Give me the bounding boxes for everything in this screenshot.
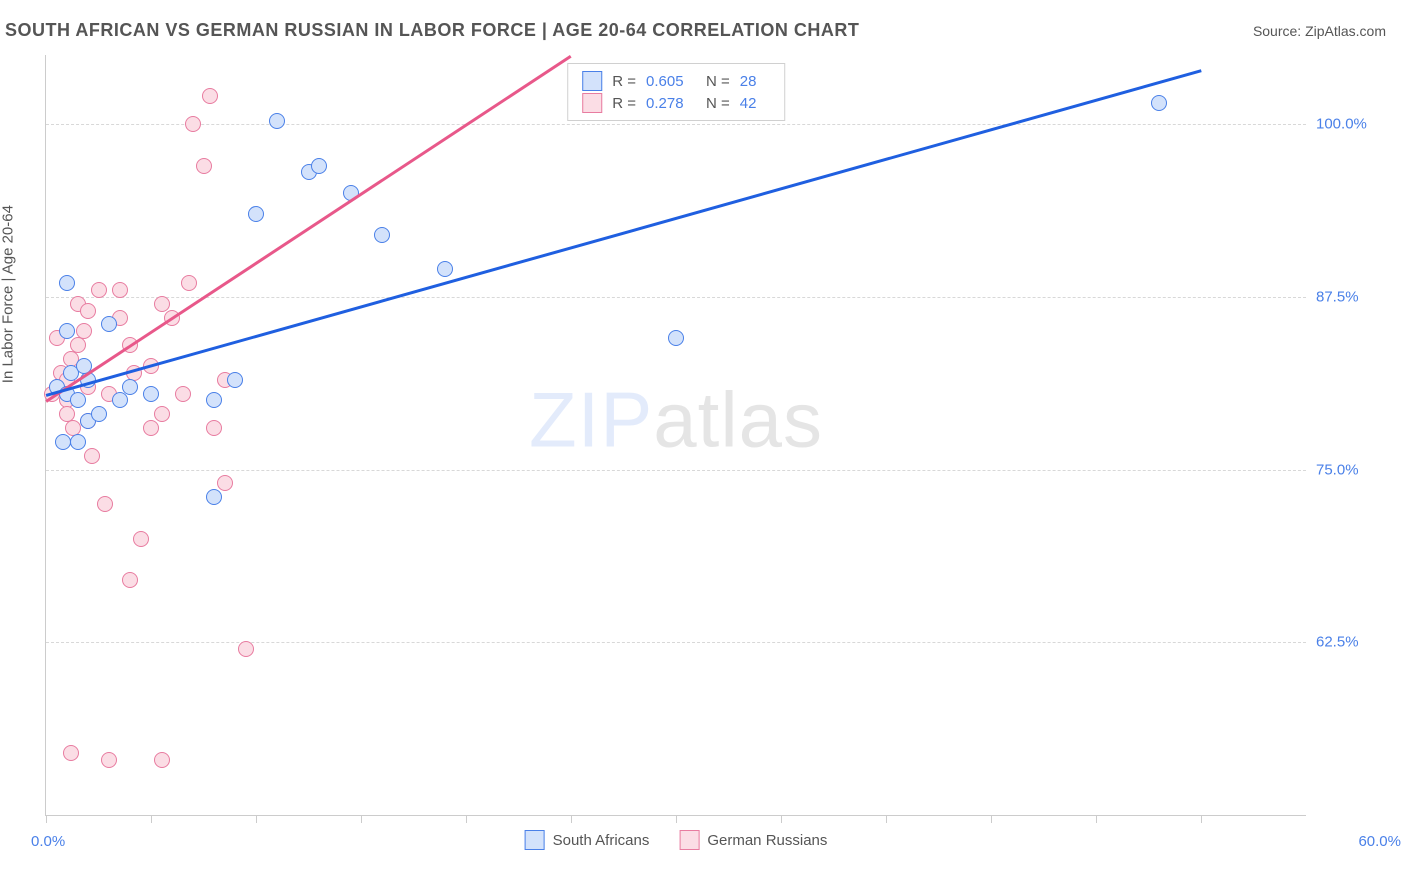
swatch-series-b <box>679 830 699 850</box>
x-tick <box>991 815 992 823</box>
scatter-chart: ZIPatlas R = 0.605 N = 28 R = 0.278 N = … <box>45 55 1306 816</box>
data-point-b <box>154 752 170 768</box>
data-point-a <box>248 206 264 222</box>
data-point-a <box>59 275 75 291</box>
data-point-a <box>59 323 75 339</box>
swatch-series-b <box>582 93 602 113</box>
y-axis-label: In Labor Force | Age 20-64 <box>0 205 17 383</box>
data-point-b <box>133 531 149 547</box>
data-point-a <box>311 158 327 174</box>
n-value-b: 42 <box>740 95 770 112</box>
data-point-b <box>185 116 201 132</box>
n-value-a: 28 <box>740 73 770 90</box>
r-value-b: 0.278 <box>646 95 696 112</box>
data-point-b <box>154 406 170 422</box>
data-point-a <box>143 386 159 402</box>
watermark-zip: ZIP <box>529 375 653 463</box>
x-tick <box>781 815 782 823</box>
data-point-a <box>101 316 117 332</box>
data-point-a <box>374 227 390 243</box>
legend-label-b: German Russians <box>707 832 827 849</box>
chart-header: SOUTH AFRICAN VS GERMAN RUSSIAN IN LABOR… <box>5 20 1386 41</box>
legend-item-a: South Africans <box>525 830 650 850</box>
data-point-b <box>202 88 218 104</box>
correlation-legend: R = 0.605 N = 28 R = 0.278 N = 42 <box>567 63 785 121</box>
data-point-b <box>91 282 107 298</box>
x-tick <box>1096 815 1097 823</box>
r-label: R = <box>612 73 636 90</box>
x-tick <box>466 815 467 823</box>
y-tick-label: 87.5% <box>1316 288 1401 305</box>
trend-line-b <box>45 55 571 403</box>
legend-label-a: South Africans <box>553 832 650 849</box>
legend-item-b: German Russians <box>679 830 827 850</box>
swatch-series-a <box>525 830 545 850</box>
x-tick <box>151 815 152 823</box>
n-label: N = <box>706 73 730 90</box>
x-tick <box>676 815 677 823</box>
data-point-a <box>1151 95 1167 111</box>
data-point-a <box>122 379 138 395</box>
x-tick <box>1201 815 1202 823</box>
data-point-b <box>143 420 159 436</box>
data-point-b <box>122 572 138 588</box>
data-point-a <box>269 113 285 129</box>
data-point-b <box>217 475 233 491</box>
data-point-a <box>668 330 684 346</box>
data-point-b <box>175 386 191 402</box>
data-point-b <box>97 496 113 512</box>
data-point-b <box>101 752 117 768</box>
y-tick-label: 75.0% <box>1316 461 1401 478</box>
watermark: ZIPatlas <box>529 374 823 465</box>
grid-line <box>46 470 1306 471</box>
correlation-row-b: R = 0.278 N = 42 <box>582 92 770 114</box>
x-tick <box>571 815 572 823</box>
series-legend: South Africans German Russians <box>525 830 828 850</box>
x-tick <box>361 815 362 823</box>
data-point-b <box>59 406 75 422</box>
data-point-b <box>76 323 92 339</box>
data-point-a <box>70 434 86 450</box>
data-point-b <box>70 337 86 353</box>
data-point-b <box>84 448 100 464</box>
data-point-b <box>181 275 197 291</box>
x-tick <box>46 815 47 823</box>
chart-source: Source: ZipAtlas.com <box>1253 23 1386 39</box>
chart-title: SOUTH AFRICAN VS GERMAN RUSSIAN IN LABOR… <box>5 20 859 41</box>
data-point-b <box>154 296 170 312</box>
x-tick <box>886 815 887 823</box>
data-point-a <box>91 406 107 422</box>
n-label: N = <box>706 95 730 112</box>
grid-line <box>46 124 1306 125</box>
r-value-a: 0.605 <box>646 73 696 90</box>
correlation-row-a: R = 0.605 N = 28 <box>582 70 770 92</box>
data-point-a <box>206 392 222 408</box>
data-point-b <box>238 641 254 657</box>
data-point-b <box>196 158 212 174</box>
data-point-a <box>437 261 453 277</box>
data-point-b <box>63 745 79 761</box>
y-tick-label: 100.0% <box>1316 116 1401 133</box>
x-tick <box>256 815 257 823</box>
data-point-a <box>112 392 128 408</box>
grid-line <box>46 297 1306 298</box>
data-point-a <box>70 392 86 408</box>
data-point-a <box>55 434 71 450</box>
data-point-a <box>206 489 222 505</box>
data-point-a <box>227 372 243 388</box>
grid-line <box>46 642 1306 643</box>
x-axis-min: 0.0% <box>31 833 65 850</box>
watermark-atlas: atlas <box>653 375 823 463</box>
data-point-b <box>80 303 96 319</box>
r-label: R = <box>612 95 636 112</box>
data-point-b <box>112 282 128 298</box>
y-tick-label: 62.5% <box>1316 634 1401 651</box>
x-axis-max: 60.0% <box>1358 833 1401 850</box>
swatch-series-a <box>582 71 602 91</box>
data-point-b <box>206 420 222 436</box>
